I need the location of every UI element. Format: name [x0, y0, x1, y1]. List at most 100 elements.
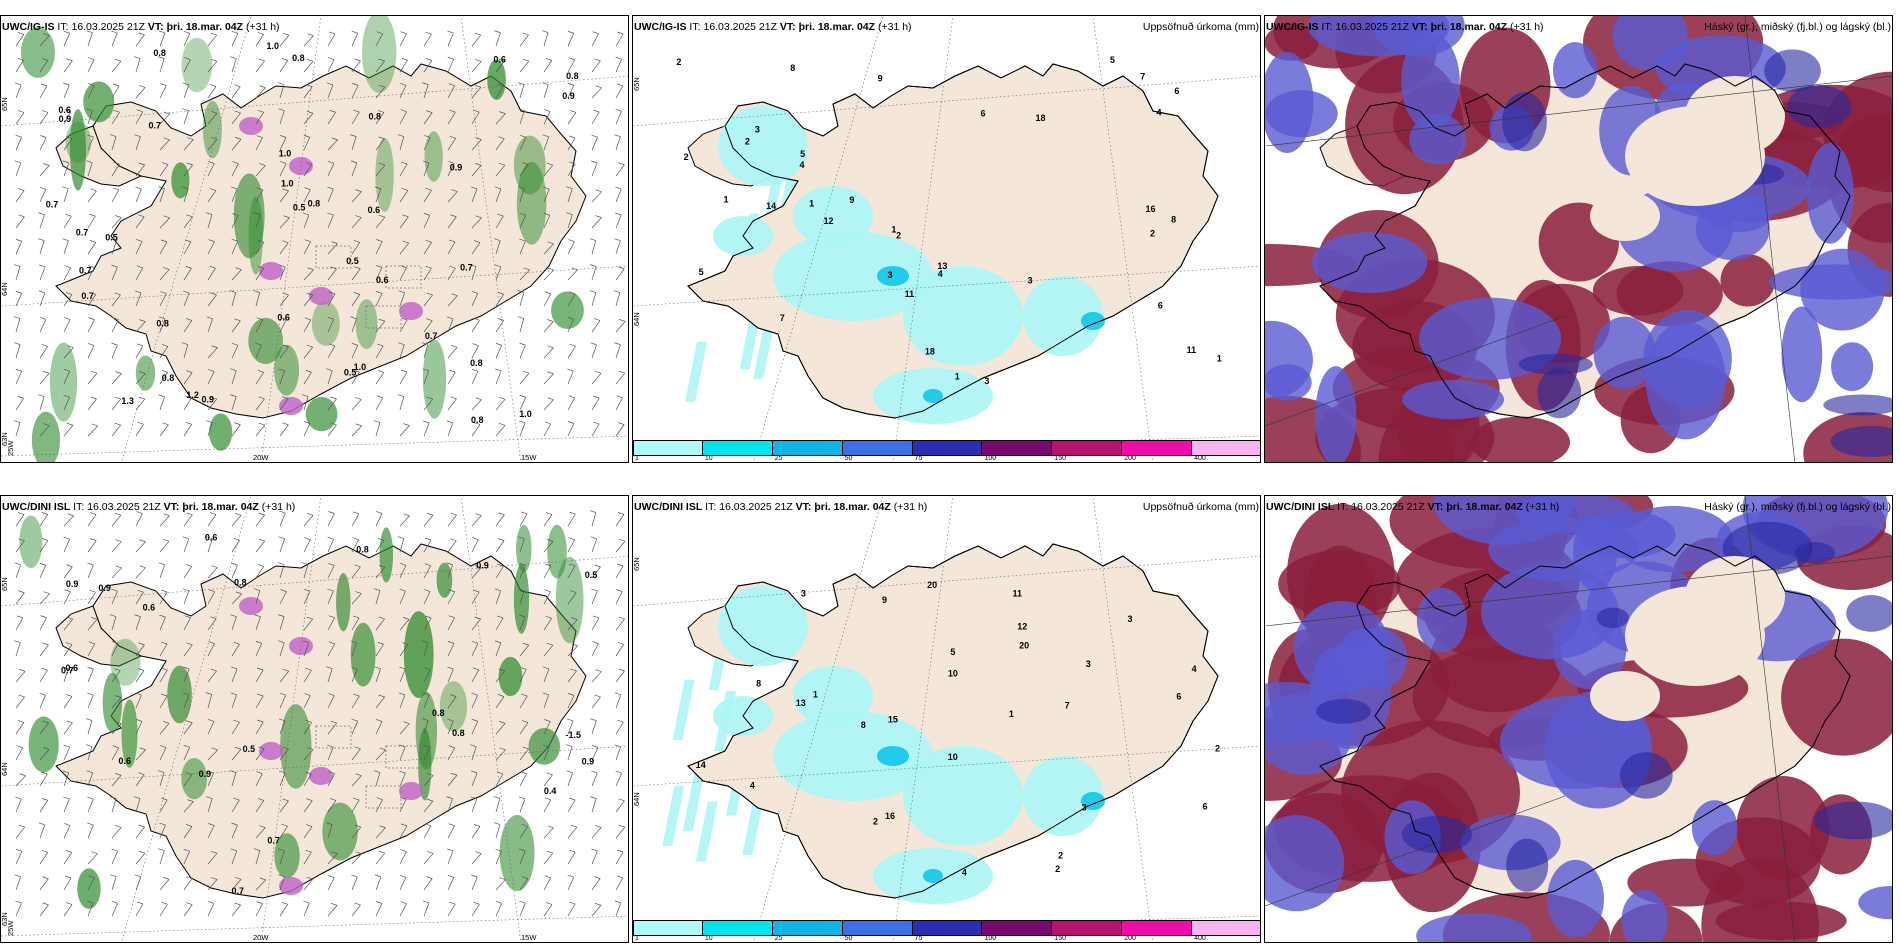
value-label: 4	[1156, 108, 1161, 118]
value-label: 0.5	[105, 232, 118, 242]
value-label: 11	[905, 289, 915, 299]
value-label: 1.3	[121, 396, 134, 406]
value-label: 8	[756, 678, 761, 688]
value-label: 1.0	[281, 179, 294, 189]
precip-colorbar: 1 10 25 50 75 100 150 200 400	[633, 920, 1260, 942]
value-label: 2	[1150, 229, 1155, 239]
model-name: UWC/IG-IS	[634, 21, 687, 33]
colorbar-segment	[842, 440, 913, 456]
it-value: 16.03.2025 21Z	[87, 501, 161, 513]
value-label: 8	[861, 720, 866, 730]
value-label: 3	[887, 270, 892, 280]
value-label: 16	[885, 811, 895, 821]
map-canvas	[1265, 16, 1892, 462]
panel-header: UWC/DINI ISL IT: 16.03.2025 21Z VT: þri.…	[1266, 498, 1895, 516]
colorbar-segment	[1052, 440, 1123, 456]
value-label: 0.8	[432, 708, 445, 718]
value-label: 9	[882, 595, 887, 605]
lat-label: 64N	[633, 312, 641, 326]
value-label: 11	[1187, 345, 1197, 355]
colorbar-frame	[633, 920, 1260, 936]
value-label: 7	[1140, 71, 1145, 81]
value-label: 0.8	[566, 71, 579, 81]
value-label: 0.7	[231, 886, 244, 896]
value-label: 6	[980, 109, 985, 119]
value-label: 6	[1176, 691, 1181, 701]
value-label: 1	[1217, 353, 1222, 363]
value-label: 0.5	[344, 368, 357, 378]
panel-dini-precip: 2 5 6 4 8 7 12 15 10 3 2 1 20 20 9 11 8 4 14 16 13 3 10 6 4 3 2 1 2 3…	[632, 495, 1261, 943]
value-label: 0.6	[205, 532, 218, 542]
value-label: 0.9	[450, 162, 463, 172]
graticule	[1, 496, 628, 942]
field-title: Uppsöfnuð úrkoma (mm)	[1142, 501, 1259, 513]
value-label: 13	[937, 261, 947, 271]
cloud-shading	[1265, 16, 1892, 462]
model-name: UWC/DINI ISL	[1266, 501, 1335, 513]
lat-label: 63N	[1, 432, 9, 446]
value-label: 1.0	[279, 148, 292, 158]
wind-barbs	[13, 30, 626, 437]
value-label: 0.9	[562, 91, 575, 101]
land-precip-shading	[713, 586, 1105, 904]
colorbar-segment	[633, 440, 703, 456]
value-label: 5	[950, 647, 955, 657]
colorbar-segment	[772, 440, 843, 456]
value-label: 1	[1009, 709, 1014, 719]
value-label: 0.8	[162, 373, 175, 383]
value-label: 3	[1082, 803, 1087, 813]
lead-time: (+31 h)	[877, 21, 912, 33]
colorbar-segment	[982, 440, 1053, 456]
value-label: 3	[984, 376, 989, 386]
value-label: 0.4	[544, 786, 557, 796]
colorbar-tick-label: 1	[635, 935, 639, 942]
colorbar-segment	[982, 920, 1053, 936]
lon-label: 15W	[521, 453, 537, 462]
value-label: 2	[1215, 743, 1220, 753]
value-label: 3	[1028, 275, 1033, 285]
lat-label: 64N	[1, 282, 9, 296]
value-label: 6	[1158, 300, 1163, 310]
vt-value: þri. 18.mar. 04Z	[1430, 21, 1508, 33]
value-label: 1	[813, 690, 818, 700]
colorbar-tick-label: 400	[1194, 935, 1206, 942]
value-label: 9	[849, 195, 854, 205]
value-label: 0.6	[368, 205, 381, 215]
it-value: 16.03.2025 21Z	[71, 21, 145, 33]
colorbar-tick-label: 1	[635, 455, 639, 462]
panel-header: UWC/DINI ISL IT: 16.03.2025 21Z VT: þri.…	[2, 498, 631, 516]
value-label: 18	[1035, 113, 1045, 123]
lat-label: 64N	[633, 792, 641, 806]
value-label: 16	[1146, 204, 1156, 214]
colorbar-segment	[1192, 920, 1260, 936]
value-label: 0.6	[376, 275, 389, 285]
value-label: 0.8	[292, 53, 305, 63]
value-label: 4	[1192, 664, 1197, 674]
value-label: 0.9	[582, 757, 595, 767]
value-label: 7	[780, 313, 785, 323]
vt-label: VT:	[779, 21, 796, 33]
graticule	[1265, 16, 1892, 462]
lon-label: 20W	[253, 933, 269, 942]
lead-time: (+31 h)	[893, 501, 928, 513]
value-label: 1.0	[519, 409, 532, 419]
value-label: 0.8	[471, 415, 484, 425]
value-label: 1	[891, 225, 896, 235]
precip-colorbar: 1 10 25 50 75 100 150 200 400	[633, 440, 1260, 462]
colorbar-segment	[1052, 920, 1123, 936]
value-label: 2	[684, 152, 689, 162]
value-label: 3	[755, 124, 760, 134]
value-label: 20	[927, 580, 937, 590]
value-label: 0.8	[153, 48, 166, 58]
colorbar-tick-label: 100	[984, 455, 997, 462]
lat-label: 65N	[633, 77, 641, 91]
value-label: 20	[1019, 640, 1029, 650]
panel-ig-is-wind: 0.7 0.8 0.9 0.8 0.6 1.0 0.5 0.8 1.0 0.6 0.8 0.7 1.0 0…	[0, 15, 629, 463]
value-label: 3	[801, 589, 806, 599]
colorbar-tick-label: 100	[984, 935, 997, 942]
panel-header: UWC/DINI ISL IT: 16.03.2025 21Z VT: þri.…	[634, 498, 1263, 516]
value-label: 4	[938, 269, 943, 279]
map-canvas	[1265, 496, 1892, 942]
value-label: 0.6	[143, 602, 156, 612]
value-label: 0.8	[356, 544, 369, 554]
